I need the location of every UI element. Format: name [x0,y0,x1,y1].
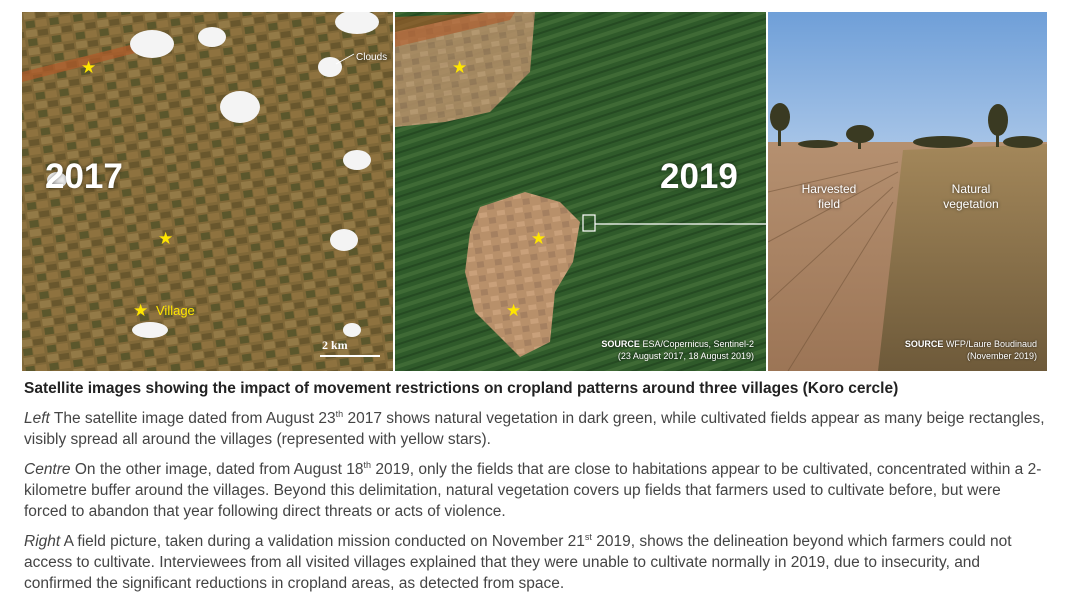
caption-text: On the other image, dated from August 18 [70,461,364,479]
caption-right-paragraph: Right A field picture, taken during a va… [24,527,1048,594]
satellite-2019-graphic [395,12,766,371]
village-star-icon: ★ [531,229,547,248]
source-credit-photo: SOURCE WFP/Laure Boudinaud (November 201… [905,338,1037,362]
field-photo: Harvested field Natural vegetation SOURC… [768,12,1047,371]
source-dates: (23 August 2017, 18 August 2019) [617,351,754,361]
source-text: ESA/Copernicus, Sentinel-2 [642,339,754,349]
village-star-icon: ★ [133,301,149,320]
year-label-2019: 2019 [660,157,738,196]
village-star-icon: ★ [81,58,97,77]
source-credit-satellite: SOURCE ESA/Copernicus, Sentinel-2 (23 Au… [601,338,754,362]
satellite-image-2019: 2019 ★ ★ ★ SOURCE ESA/Copernicus, Sentin… [395,12,766,371]
caption-centre-lead: Centre [24,461,71,479]
source-text: WFP/Laure Boudinaud [945,339,1037,349]
scale-label: 2 km [322,338,348,352]
caption-text: The satellite image dated from August 23 [49,410,336,428]
caption-centre-paragraph: Centre On the other image, dated from Au… [24,455,1048,522]
ordinal-suffix: st [584,532,592,542]
field-photo-graphic [768,12,1047,371]
satellite-image-2017: 2017 Clouds ★ ★ ★ Village 2 km [22,12,393,371]
source-dates: (November 2019) [966,351,1037,361]
caption-title: Satellite images showing the impact of m… [24,380,899,397]
village-label: Village [156,303,195,318]
satellite-2017-graphic [22,12,393,371]
village-star-icon: ★ [452,58,468,77]
ordinal-suffix: th [363,460,372,470]
caption-text: 2017 shows natural vegetation in dark gr… [24,410,1045,449]
caption-right-lead: Right [24,533,61,551]
clouds-label: Clouds [356,52,388,63]
caption-text: 2019, shows the delineation beyond which… [24,533,1012,593]
harvested-field-label: Harvested field [801,182,857,211]
source-prefix: SOURCE [601,339,640,349]
scale-bar: 2 km [320,338,380,357]
caption-text: A field picture, taken during a validati… [60,533,585,551]
village-star-icon: ★ [158,229,174,248]
village-star-icon: ★ [506,301,522,320]
natural-vegetation-label: Natural vegetation [943,182,999,211]
ordinal-suffix: th [335,409,344,419]
caption-left-lead: Left [24,410,50,428]
year-label-2017: 2017 [45,157,123,196]
caption-text: 2019, only the fields that are close to … [24,461,1042,521]
source-prefix: SOURCE [904,339,944,349]
caption-left-paragraph: Left The satellite image dated from Augu… [24,404,1048,450]
